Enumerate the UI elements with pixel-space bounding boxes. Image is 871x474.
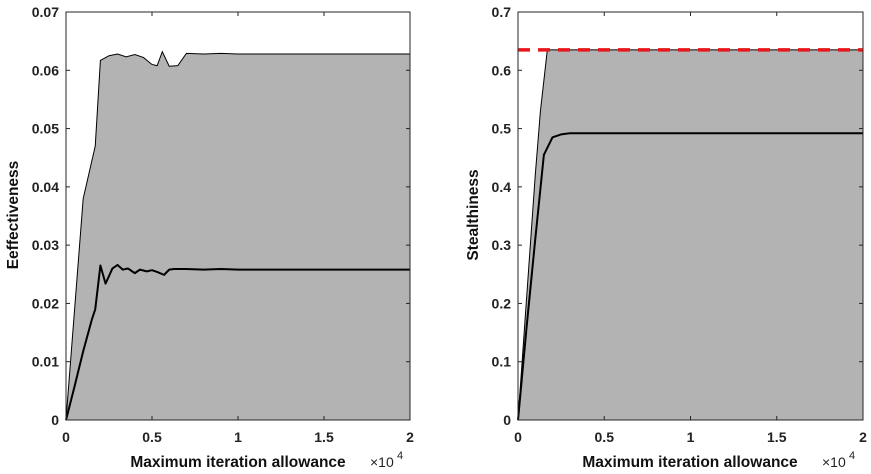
shaded-range-area xyxy=(518,49,863,421)
mean-line xyxy=(65,263,410,421)
y-tick-label: 0.06 xyxy=(32,62,59,78)
x-tick-label: 0 xyxy=(514,429,522,445)
x-tick-label: 1.5 xyxy=(314,429,334,445)
effectiveness-chart: Eeffectiveness Maximum iteration allowan… xyxy=(5,4,414,471)
y-axis-label-effectiveness: Eeffectiveness xyxy=(5,161,22,270)
y-tick-label: 0.5 xyxy=(492,121,512,137)
stealthiness-chart: Stealthiness Maximum iteration allowance… xyxy=(465,4,867,471)
x-tick-label: 2 xyxy=(406,429,414,445)
y-tick-label: 0.02 xyxy=(32,295,59,311)
x-axis-label-stealthiness: Maximum iteration allowance xyxy=(582,454,798,471)
y-tick-label: 0.07 xyxy=(32,4,59,20)
y-tick-label: 0.1 xyxy=(492,354,512,370)
x-axis-multiplier-effectiveness: ×10 xyxy=(370,454,394,470)
x-axis-label-effectiveness: Maximum iteration allowance xyxy=(130,454,346,471)
x-tick-label: 0.5 xyxy=(142,429,162,445)
x-tick-label: 1.5 xyxy=(767,429,787,445)
y-tick-label: 0.03 xyxy=(32,237,59,253)
y-axis-label-stealthiness: Stealthiness xyxy=(465,169,482,260)
y-tick-label: 0.01 xyxy=(32,354,59,370)
upper-bound-line xyxy=(65,50,410,421)
y-tick-label: 0.3 xyxy=(492,237,512,253)
x-axis-multiplier-exponent-effectiveness: 4 xyxy=(397,450,403,462)
x-tick-label: 0.5 xyxy=(595,429,615,445)
y-tick-label: 0.04 xyxy=(32,179,59,195)
y-tick-label: 0.4 xyxy=(492,179,512,195)
x-tick-label: 1 xyxy=(234,429,242,445)
y-tick-label: 0 xyxy=(503,412,511,428)
y-tick-label: 0.7 xyxy=(492,4,512,20)
x-tick-label: 1 xyxy=(687,429,695,445)
mean-line xyxy=(517,132,863,421)
x-tick-label: 2 xyxy=(859,429,867,445)
x-tick-label: 0 xyxy=(62,429,70,445)
y-tick-label: 0 xyxy=(51,412,59,428)
y-tick-label: 0.05 xyxy=(32,121,59,137)
y-tick-label: 0.6 xyxy=(492,62,512,78)
x-axis-multiplier-stealthiness: ×10 xyxy=(822,454,846,470)
x-axis-multiplier-exponent-stealthiness: 4 xyxy=(849,450,855,462)
shaded-range-area xyxy=(66,51,410,421)
y-tick-label: 0.2 xyxy=(492,295,512,311)
